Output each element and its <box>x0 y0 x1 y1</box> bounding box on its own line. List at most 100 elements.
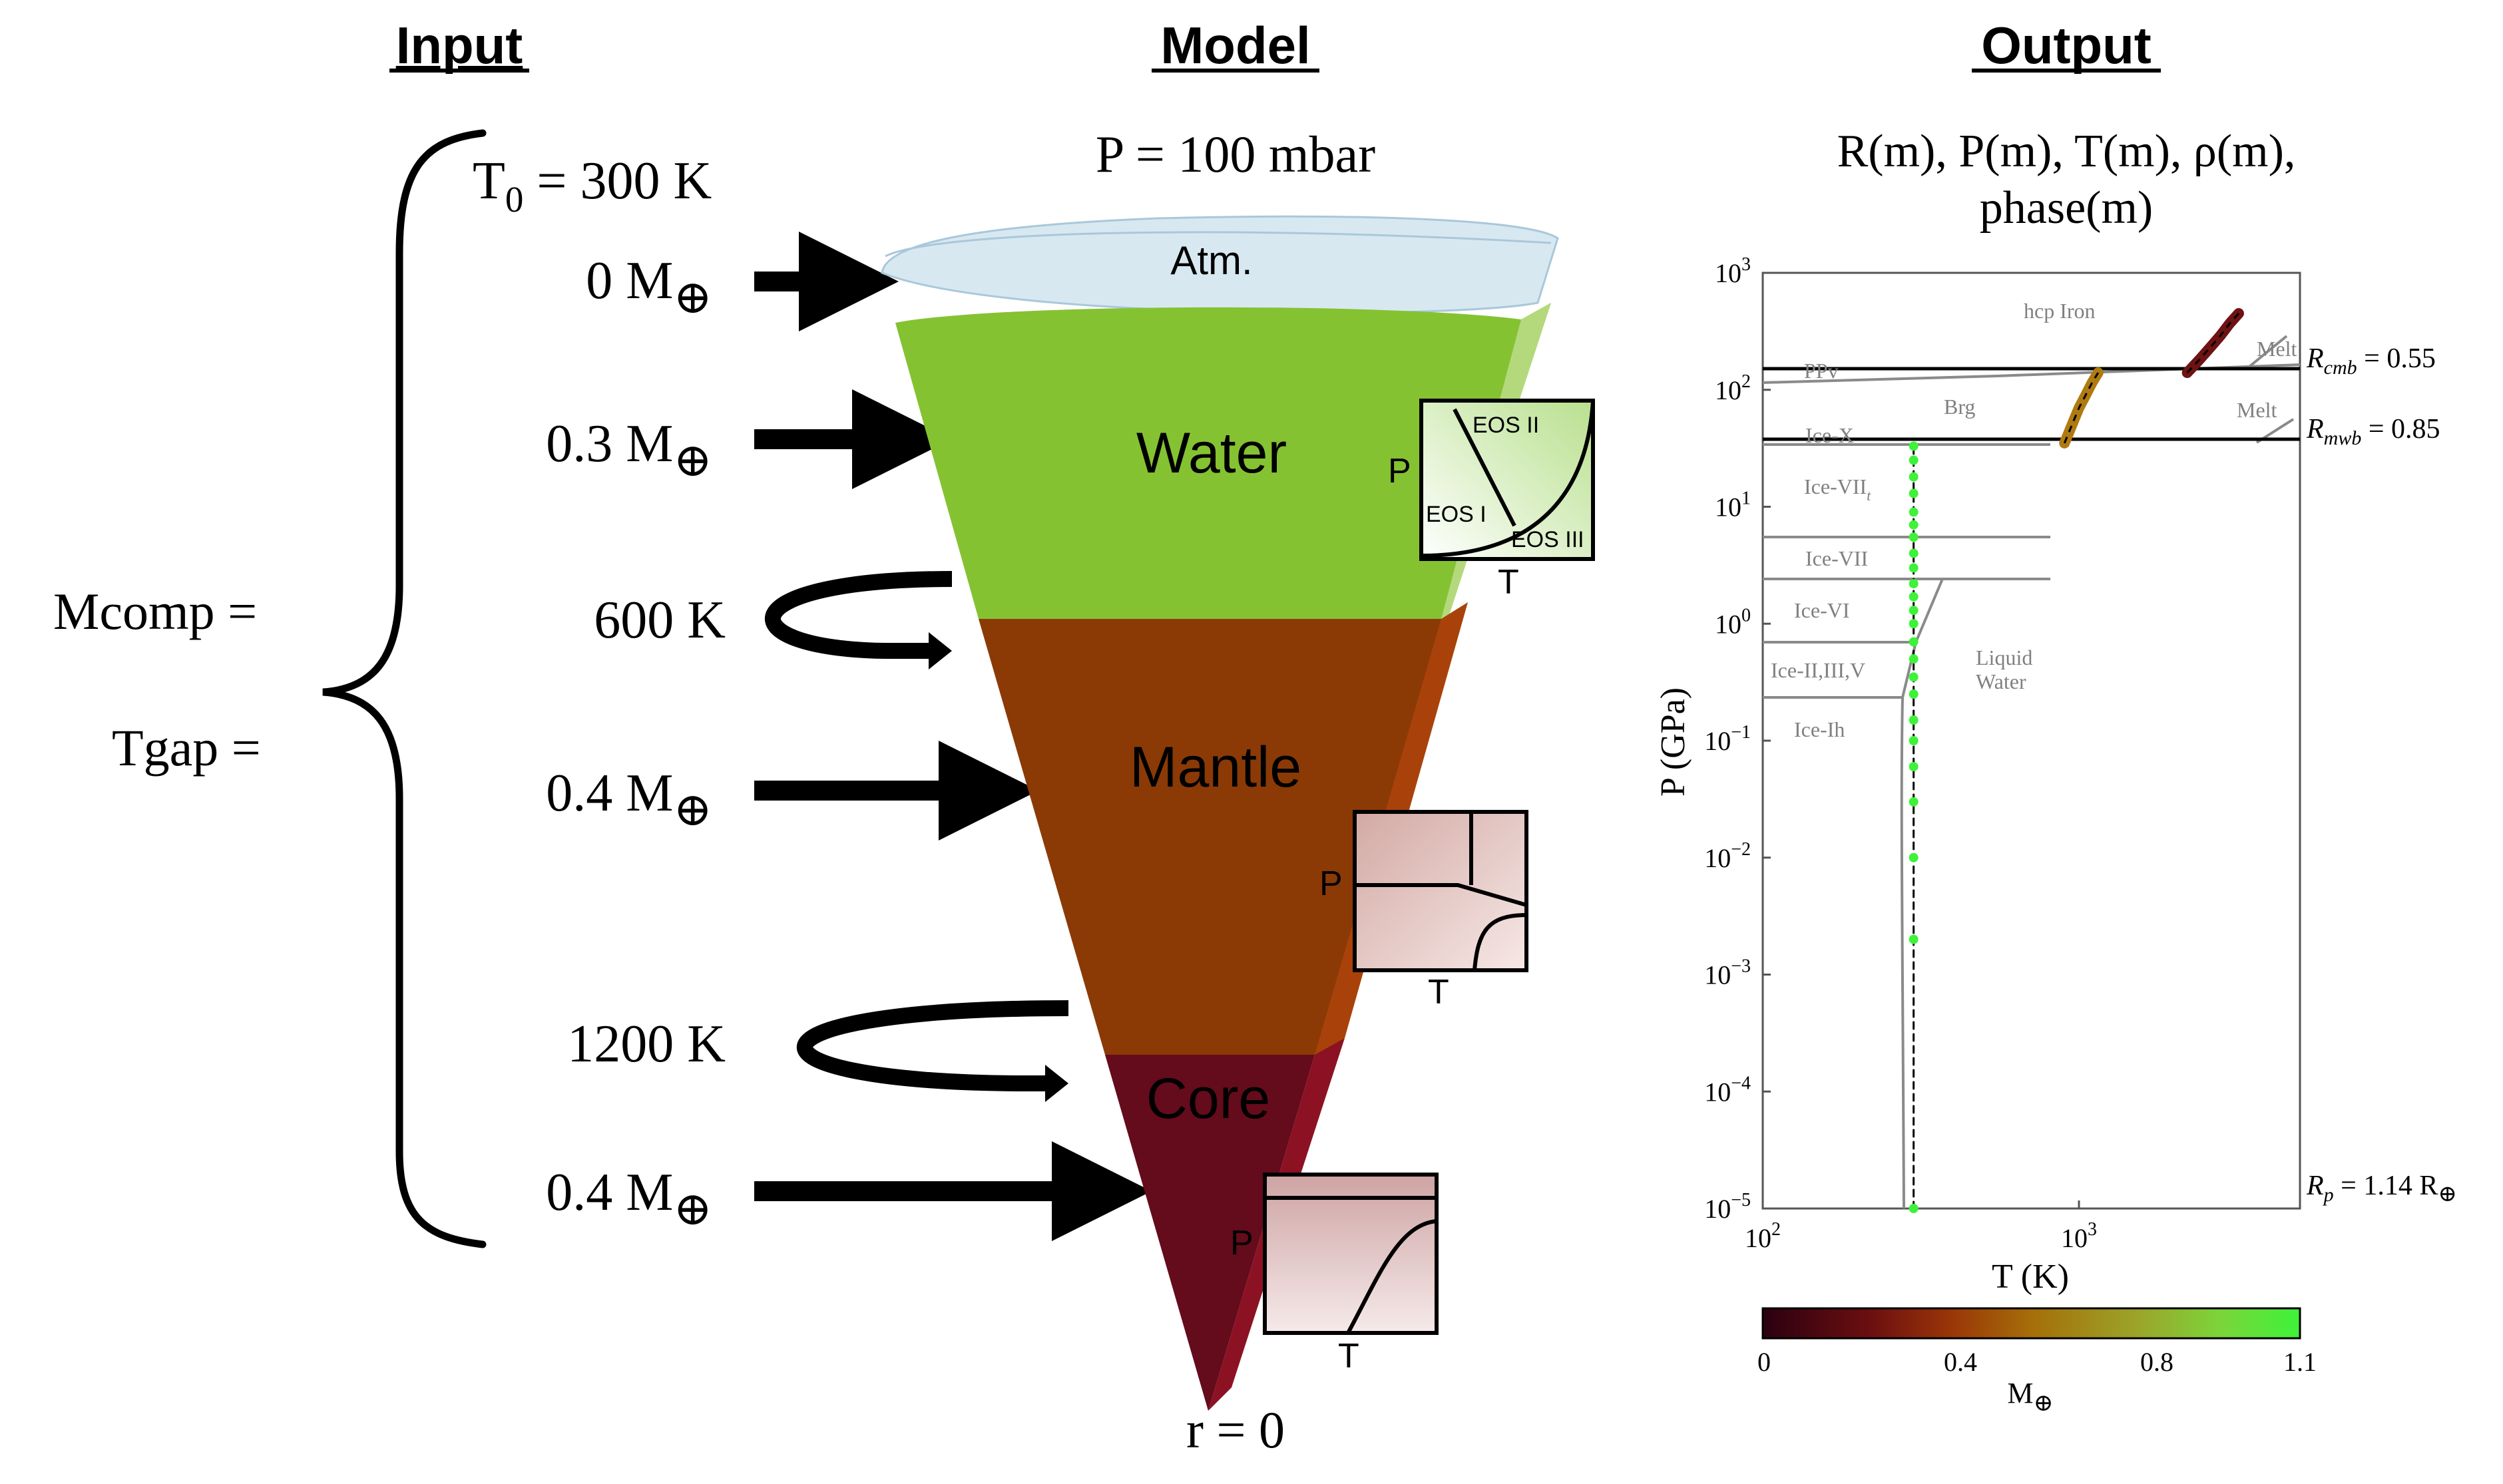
radius-bottom-label: r = 0 <box>1186 1401 1285 1459</box>
y-tick-label: 10−4 <box>1704 1073 1751 1107</box>
x-tick-label: 103 <box>2061 1219 2097 1253</box>
core-layer <box>1105 1055 1315 1411</box>
water-inset-p: P <box>1388 452 1411 490</box>
water-inset-eos2: EOS II <box>1473 413 1539 438</box>
phase-ice-vi: Ice-VI <box>1794 598 1849 622</box>
colorbar-label: M⊕ <box>2007 1377 2053 1416</box>
pressure-top-label: P = 100 mbar <box>1096 125 1375 183</box>
profile-point <box>1909 592 1919 602</box>
y-tick-label: 10−5 <box>1704 1190 1751 1224</box>
y-tick-label: 10−2 <box>1704 839 1751 873</box>
output-subtitle-1: R(m), P(m), T(m), ρ(m), <box>1837 126 2296 177</box>
y-axis-label: P (GPa) <box>1654 687 1692 797</box>
y-axis-ticks: 103 102 101 100 10−1 10−2 10−3 10−4 10−5 <box>1704 254 1771 1224</box>
water-inset-t: T <box>1498 563 1519 602</box>
core-label: Core <box>1146 1067 1270 1131</box>
phase-labels: hcp Iron Melt PPv Brg Melt Ice-X Ice-VII… <box>1771 299 2297 741</box>
colorbar-tick-0: 0 <box>1757 1347 1771 1377</box>
boundary-ice-ih <box>1900 697 1905 1209</box>
loop-arrow-1-head <box>1045 1065 1068 1102</box>
profile-point <box>1909 1204 1919 1213</box>
profile-point <box>1909 672 1919 682</box>
phase-melt-brg: Melt <box>2237 398 2277 422</box>
profile-point <box>1909 532 1919 542</box>
profile-point <box>1909 637 1919 647</box>
phase-water: Water <box>1976 669 2026 693</box>
tgap-label: Tgap = <box>112 719 261 777</box>
profile-point <box>1909 715 1919 725</box>
profile-point <box>1909 548 1919 558</box>
profile-point <box>1909 472 1919 482</box>
colorbar-tick-1: 0.4 <box>1944 1347 1977 1377</box>
model-header: Model <box>1160 16 1310 75</box>
y-tick-label: 102 <box>1715 371 1751 405</box>
phase-brg: Brg <box>1944 395 1975 419</box>
rcmb-label: Rcmb = 0.55 <box>2306 343 2436 379</box>
profile-point <box>1909 507 1919 517</box>
rp-label: Rp = 1.14 R⊕ <box>2306 1171 2457 1206</box>
t0-label: T0 = 300 K <box>473 152 712 220</box>
colorbar-tick-3: 1.1 <box>2283 1347 2317 1377</box>
core-inset-t: T <box>1338 1337 1359 1376</box>
water-inset-eos3: EOS III <box>1511 527 1584 552</box>
profile-point <box>1909 852 1919 862</box>
profile-point <box>1909 797 1919 807</box>
plot-frame <box>1761 272 2301 1210</box>
profile-point <box>1909 563 1919 573</box>
mass-row-1: 0.3 M⊕ <box>546 415 712 486</box>
profile-point <box>1909 934 1919 944</box>
water-inset-box <box>1419 399 1595 561</box>
profile-point <box>1909 455 1919 465</box>
atm-rim <box>885 231 1552 258</box>
x-axis-ticks: 102 103 <box>1745 1201 2097 1253</box>
phase-ppv: PPv <box>1804 359 1839 383</box>
input-header: Input <box>396 16 523 75</box>
profile-series-dashed <box>2186 312 2240 374</box>
water-eos-inset: EOS II EOS I EOS III P T <box>1388 399 1595 602</box>
profile-point <box>1909 441 1919 451</box>
core-inset-curve <box>1346 1219 1437 1334</box>
mantle-inset-line-h <box>1355 883 1527 907</box>
boundary-iron-melt <box>2249 335 2288 367</box>
profile-point <box>1909 579 1919 589</box>
atm-label: Atm. <box>1170 238 1252 283</box>
core-inset-p: P <box>1230 1224 1253 1262</box>
mantle-inset-box <box>1353 810 1528 972</box>
output-subtitle-2: phase(m) <box>1980 182 2153 234</box>
core-eos-inset: P T <box>1230 1173 1439 1376</box>
phase-ice-ih: Ice-Ih <box>1794 717 1845 741</box>
profile-point <box>1909 606 1919 616</box>
mantle-label: Mantle <box>1130 735 1301 799</box>
profile-point <box>1909 761 1919 771</box>
y-tick-label: 10−3 <box>1704 956 1751 990</box>
mantle-inset-t: T <box>1428 973 1449 1012</box>
mass-row-2: 0.4 M⊕ <box>546 764 712 836</box>
phase-ice-ii-iii-v: Ice-II,III,V <box>1771 658 1865 682</box>
profile-point <box>1909 689 1919 699</box>
y-tick-label: 100 <box>1715 605 1751 639</box>
colorbar: 0 0.4 0.8 1.1 M⊕ <box>1757 1307 2317 1416</box>
mcomp-label: Mcomp = <box>53 582 257 640</box>
x-tick-label: 102 <box>1745 1219 1781 1253</box>
mantle-inset-p: P <box>1319 864 1343 903</box>
profile-point <box>1909 654 1919 664</box>
phase-ice-vii: Ice-VII <box>1805 546 1868 570</box>
y-tick-label: 101 <box>1715 488 1751 522</box>
water-label: Water <box>1136 421 1287 485</box>
phase-liquid: Liquid <box>1976 646 2032 669</box>
mass-row-0: 0 M⊕ <box>586 252 712 323</box>
phase-chart: hcp Iron Melt PPv Brg Melt Ice-X Ice-VII… <box>1654 254 2457 1296</box>
mantle-layer <box>979 619 1461 1055</box>
temp-row-1: 1200 K <box>567 1015 726 1073</box>
mantle-inset-curve <box>1473 913 1527 971</box>
mass-row-3: 0.4 M⊕ <box>546 1163 712 1235</box>
profile-series <box>1909 307 2244 1213</box>
phase-hcp-iron: hcp Iron <box>2024 299 2096 323</box>
y-tick-label: 103 <box>1715 254 1751 288</box>
mantle-eos-inset: P T <box>1319 810 1528 1012</box>
phase-melt-iron: Melt <box>2257 337 2297 361</box>
profile-point <box>1909 736 1919 745</box>
core-inset-box <box>1263 1173 1439 1335</box>
